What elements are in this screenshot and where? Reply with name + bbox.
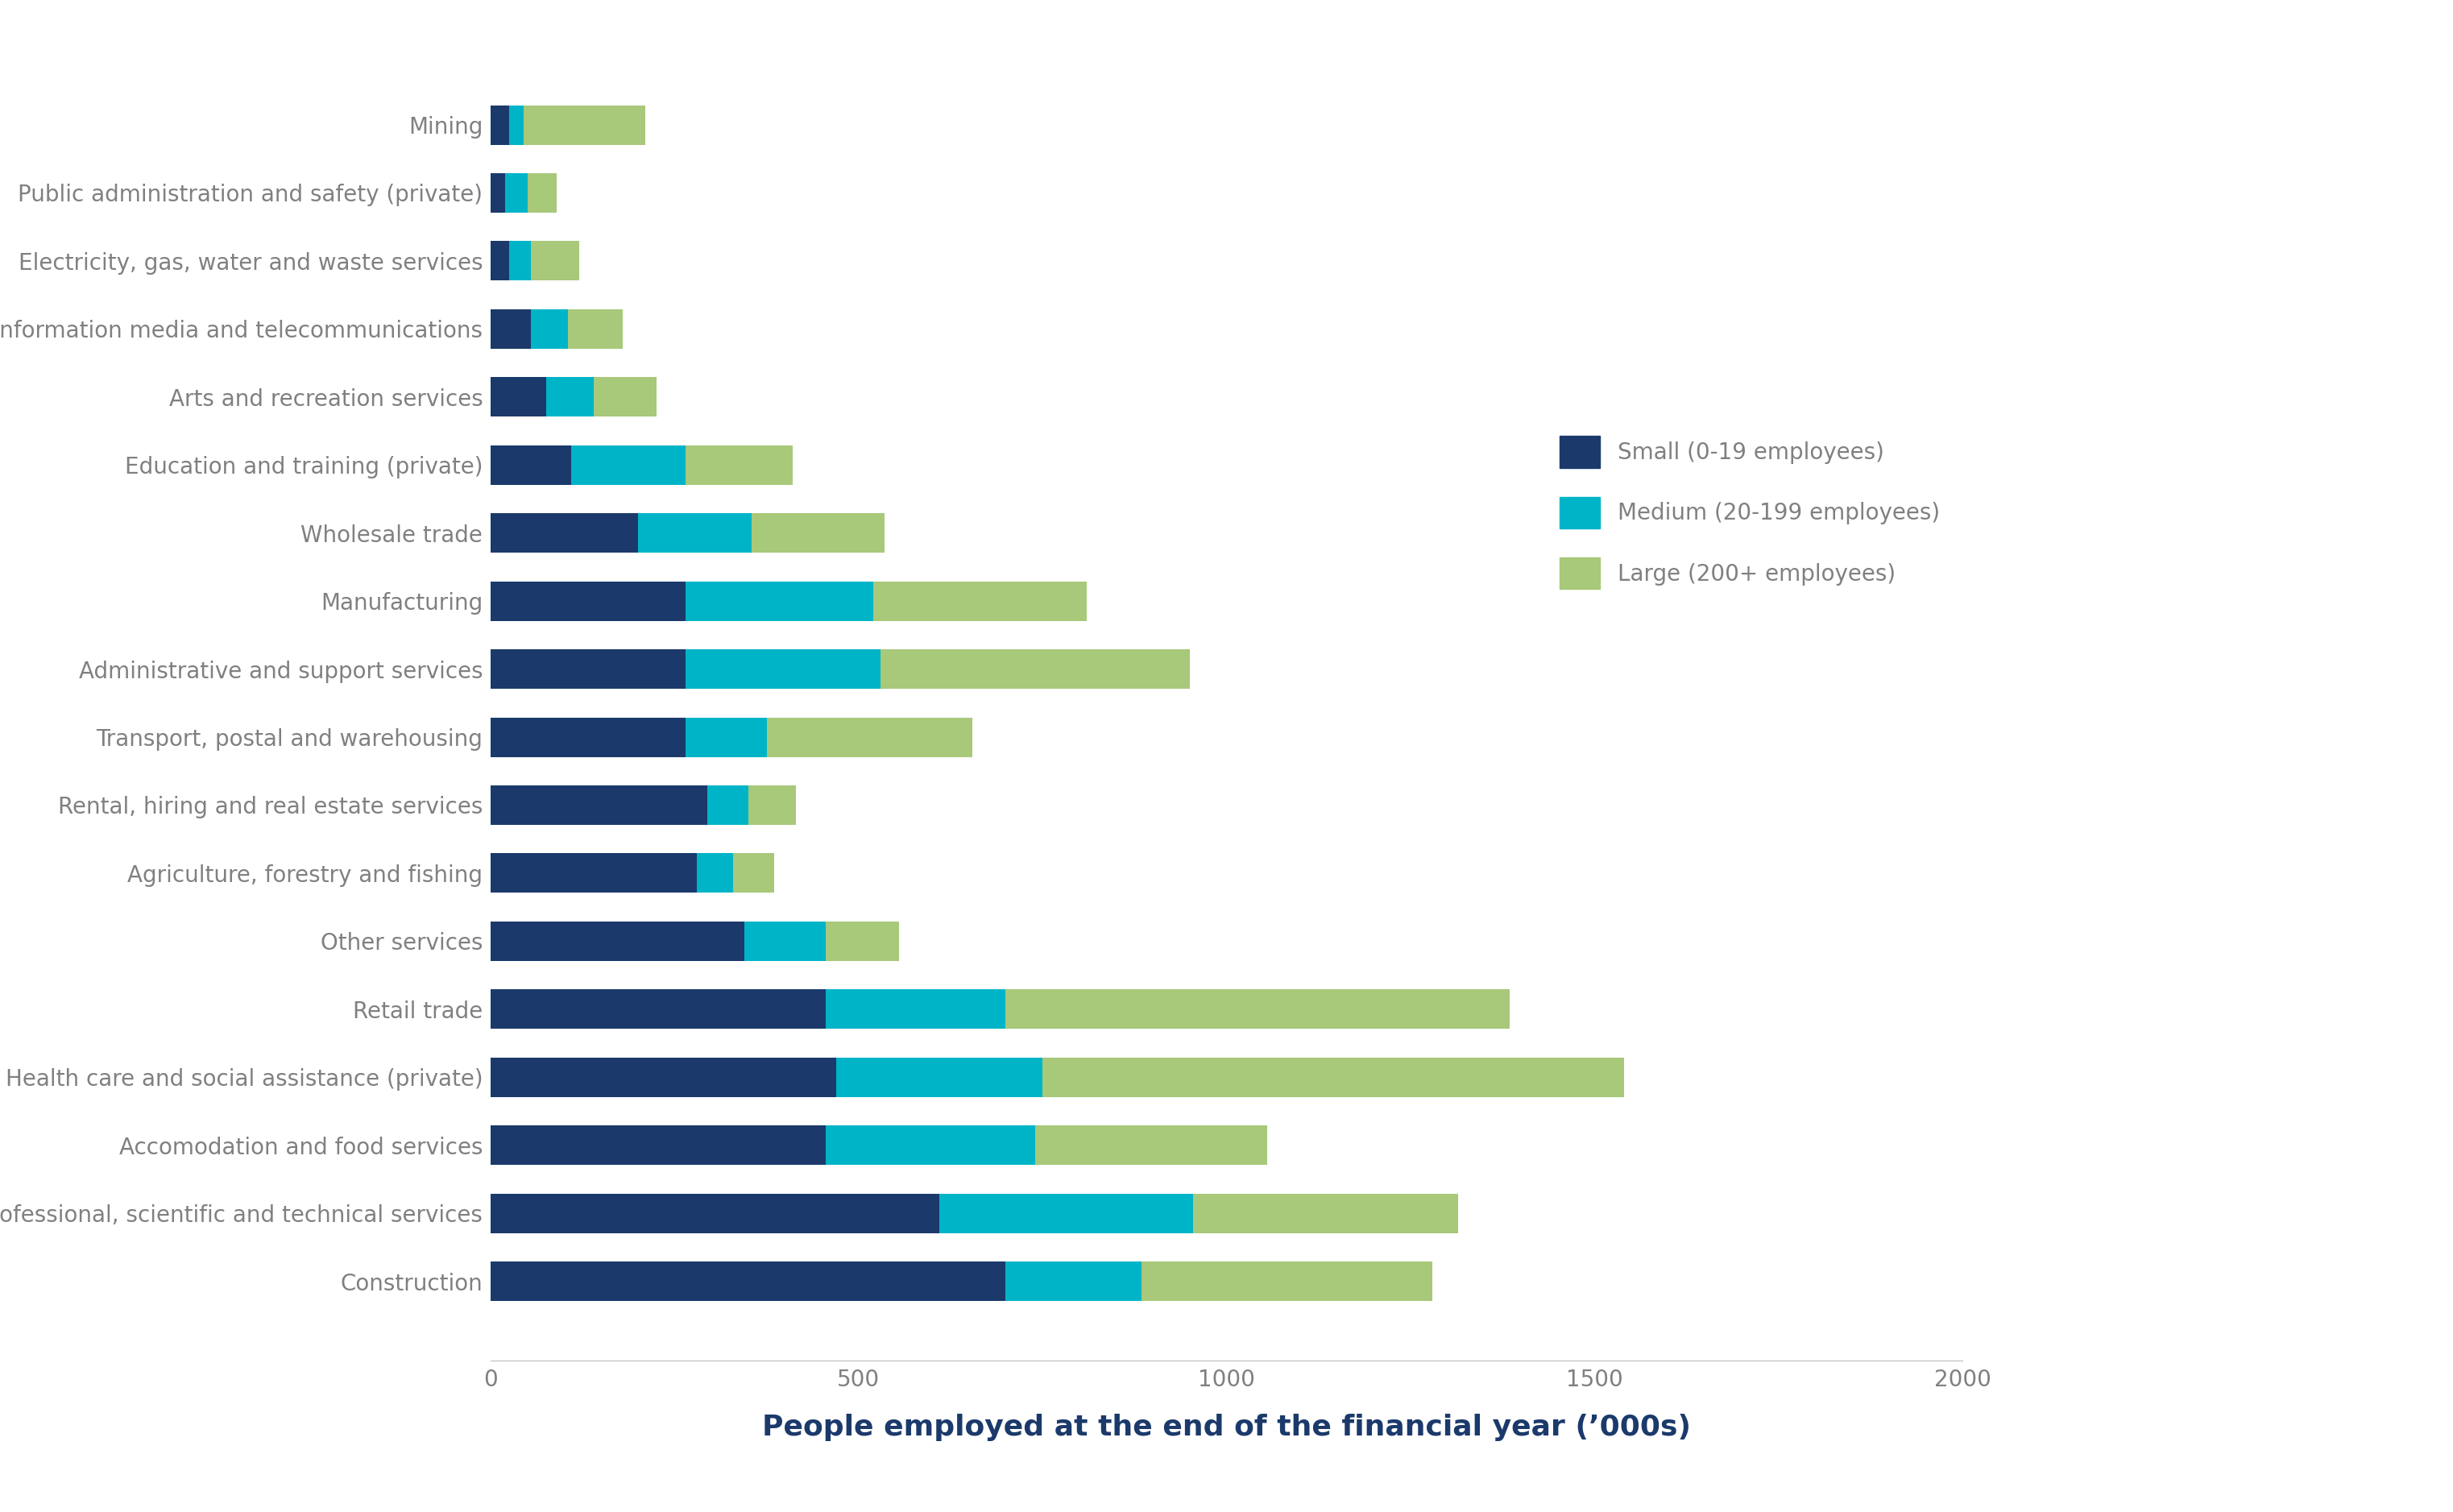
Bar [873,581,1087,621]
Bar [733,853,773,894]
Bar [491,1125,824,1164]
Bar [491,649,687,689]
Bar [687,445,792,485]
Bar [939,1193,1195,1232]
Bar [1143,1261,1433,1300]
Bar [491,378,547,417]
Bar [569,310,623,349]
Bar [491,174,505,213]
Bar [765,717,971,758]
Bar [505,174,527,213]
Bar [491,1193,939,1232]
Bar [881,649,1190,689]
Bar [510,106,525,145]
Bar [491,717,687,758]
Bar [687,581,873,621]
Bar [491,785,709,826]
Bar [491,581,687,621]
Bar [748,785,795,826]
Bar [594,378,657,417]
Bar [525,106,645,145]
Bar [824,1125,1035,1164]
Bar [491,1057,836,1096]
Bar [697,853,733,894]
Bar [491,513,638,553]
Bar [824,921,898,962]
Bar [638,513,751,553]
Bar [491,853,697,894]
Bar [530,310,567,349]
Bar [824,989,1006,1028]
Bar [491,1261,1006,1300]
Bar [687,649,881,689]
Bar [491,989,824,1028]
Bar [836,1057,1043,1096]
Bar [530,242,579,281]
Bar [1035,1125,1268,1164]
X-axis label: People employed at the end of the financial year (’000s): People employed at the end of the financ… [763,1414,1690,1441]
Bar [510,242,530,281]
Bar [491,445,572,485]
Bar [751,513,886,553]
Bar [1192,1193,1457,1232]
Bar [1006,1261,1141,1300]
Bar [572,445,687,485]
Bar [547,378,594,417]
Bar [527,174,557,213]
Legend: Small (0-19 employees), Medium (20-199 employees), Large (200+ employees): Small (0-19 employees), Medium (20-199 e… [1548,425,1950,600]
Bar [491,242,510,281]
Bar [491,921,746,962]
Bar [491,106,510,145]
Bar [746,921,824,962]
Bar [687,717,765,758]
Bar [1043,1057,1624,1096]
Bar [1006,989,1509,1028]
Bar [709,785,748,826]
Bar [491,310,530,349]
